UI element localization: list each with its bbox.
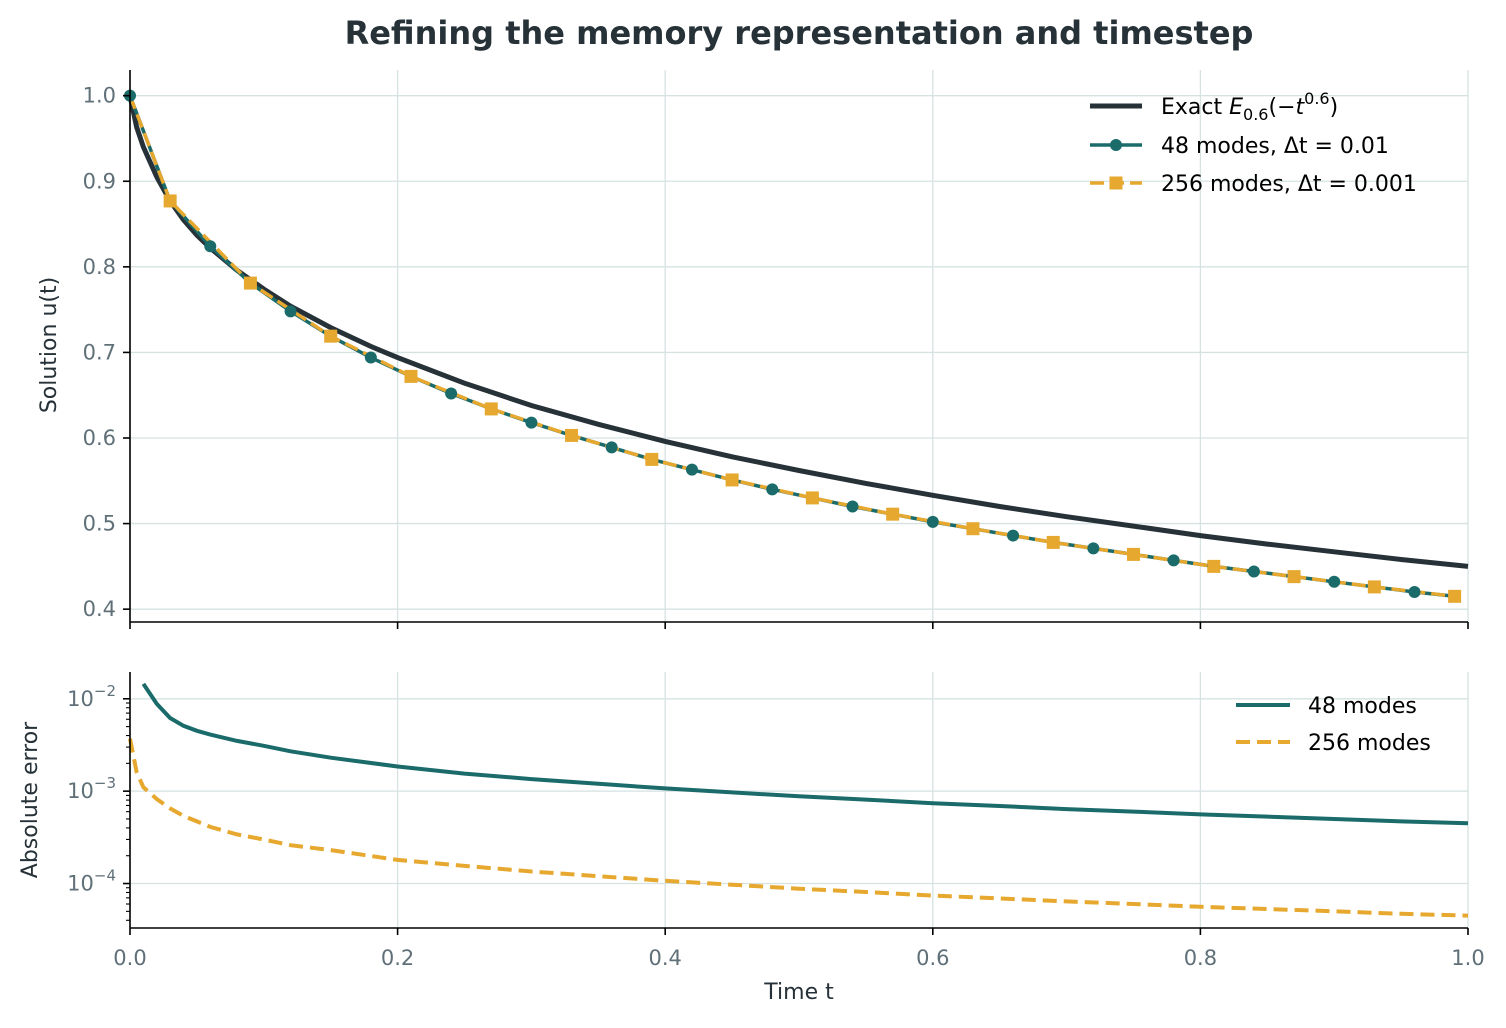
bottom-y-tick-label: 10−3 xyxy=(67,774,116,803)
bottom-lines xyxy=(128,682,1469,918)
top-grid xyxy=(129,70,1469,622)
point-256-modes xyxy=(966,522,980,536)
chart-title: Refining the memory representation and t… xyxy=(345,14,1254,52)
bottom-y-tick-exponent: −2 xyxy=(94,682,116,700)
point-48-modes xyxy=(766,483,779,496)
point-48-modes xyxy=(445,387,458,400)
point-48-modes xyxy=(846,500,859,513)
top-axes: 1.0 0.9 0.8 0.7 0.6 0.5 0.4 xyxy=(83,70,1469,629)
point-256-modes xyxy=(324,329,338,343)
legend-exact-sub: 0.6 xyxy=(1243,105,1268,124)
legend-exact-sup: 0.6 xyxy=(1304,89,1329,108)
x-axis-label: Time t xyxy=(763,980,834,1005)
legend-exact-t: t xyxy=(1296,95,1306,120)
bottom-legend: 48 modes 256 modes xyxy=(1236,694,1431,756)
point-256-modes xyxy=(886,507,900,521)
point-48-modes xyxy=(1007,529,1020,542)
x-tick-label: 0.6 xyxy=(916,946,949,970)
point-48-modes xyxy=(204,240,217,253)
legend-marker-256-modes xyxy=(1109,176,1123,190)
point-256-modes xyxy=(243,276,257,290)
legend-exact-paren: (− xyxy=(1268,95,1295,120)
legend-marker-48-modes xyxy=(1110,139,1122,151)
top-y-tick-label: 0.7 xyxy=(83,340,116,364)
series-line-48-modes xyxy=(128,95,1455,599)
top-y-tick-label: 1.0 xyxy=(83,84,116,108)
point-256-modes xyxy=(805,491,819,505)
point-256-modes xyxy=(1127,547,1140,561)
point-48-modes xyxy=(364,351,377,364)
point-48-modes xyxy=(1247,565,1260,578)
point-48-modes xyxy=(1328,575,1341,588)
legend-label-48-modes-error: 48 modes xyxy=(1308,694,1417,719)
point-256-modes xyxy=(163,194,177,208)
point-48-modes xyxy=(605,441,618,454)
x-tick-label: 0.2 xyxy=(381,946,414,970)
top-lines xyxy=(127,95,1469,599)
x-tick-label: 1.0 xyxy=(1451,946,1484,970)
point-256-modes xyxy=(565,428,579,442)
point-256-modes xyxy=(484,402,498,416)
top-y-tick-label: 0.5 xyxy=(83,512,116,536)
top-y-tick-label: 0.8 xyxy=(83,255,116,279)
point-256-modes xyxy=(404,369,418,383)
top-y-tick-label: 0.4 xyxy=(83,597,116,621)
bottom-y-axis-label: Absolute error xyxy=(18,721,43,878)
point-256-modes xyxy=(1046,535,1060,549)
series-line-exact xyxy=(127,95,1469,569)
point-48-modes xyxy=(525,416,538,429)
top-y-axis-label: Solution u(t) xyxy=(37,277,62,413)
x-tick-label: 0.4 xyxy=(648,946,681,970)
series-line-256-modes xyxy=(128,95,1455,599)
point-48-modes xyxy=(1087,542,1100,555)
error-line-256-modes xyxy=(128,738,1469,918)
point-256-modes xyxy=(645,452,659,466)
top-y-tick-label: 0.6 xyxy=(83,426,116,450)
bottom-y-tick-exponent: −4 xyxy=(94,867,116,885)
error-line-48-modes xyxy=(141,682,1469,826)
legend-label-256-modes: 256 modes, Δt = 0.001 xyxy=(1161,172,1417,197)
point-256-modes xyxy=(1287,570,1301,584)
legend-exact-close: ) xyxy=(1330,95,1339,120)
x-tick-label: 0.0 xyxy=(113,946,146,970)
point-256-modes xyxy=(1207,559,1221,573)
top-markers xyxy=(124,89,1462,603)
point-48-modes xyxy=(926,515,939,528)
bottom-y-tick-exponent: −3 xyxy=(94,774,116,792)
legend-label-exact: Exact E0.6(−t0.6) xyxy=(1161,89,1338,124)
bottom-y-tick-label: 10−2 xyxy=(67,682,116,711)
point-256-modes xyxy=(1367,580,1381,594)
point-48-modes xyxy=(1167,554,1180,567)
point-48-modes xyxy=(685,463,698,476)
bottom-panel: 0.0 0.2 0.4 0.6 0.8 1.0 10−2 10−3 10−4 Absolute … xyxy=(18,672,1485,1005)
legend-label-256-modes-error: 256 modes xyxy=(1308,731,1431,756)
point-48-modes xyxy=(1408,586,1421,599)
top-panel: 1.0 0.9 0.8 0.7 0.6 0.5 0.4 Solution u(t) Exac… xyxy=(37,70,1469,629)
legend-label-48-modes: 48 modes, Δt = 0.01 xyxy=(1161,134,1389,159)
legend-exact-e: E xyxy=(1229,95,1243,120)
x-tick-label: 0.8 xyxy=(1184,946,1217,970)
point-48-modes xyxy=(284,305,297,318)
bottom-axes: 0.0 0.2 0.4 0.6 0.8 1.0 10−2 10−3 10−4 xyxy=(67,672,1485,970)
point-256-modes xyxy=(725,473,739,487)
point-256-modes xyxy=(1448,589,1462,603)
bottom-y-tick-label: 10−4 xyxy=(67,867,116,896)
top-y-tick-label: 0.9 xyxy=(83,169,116,193)
